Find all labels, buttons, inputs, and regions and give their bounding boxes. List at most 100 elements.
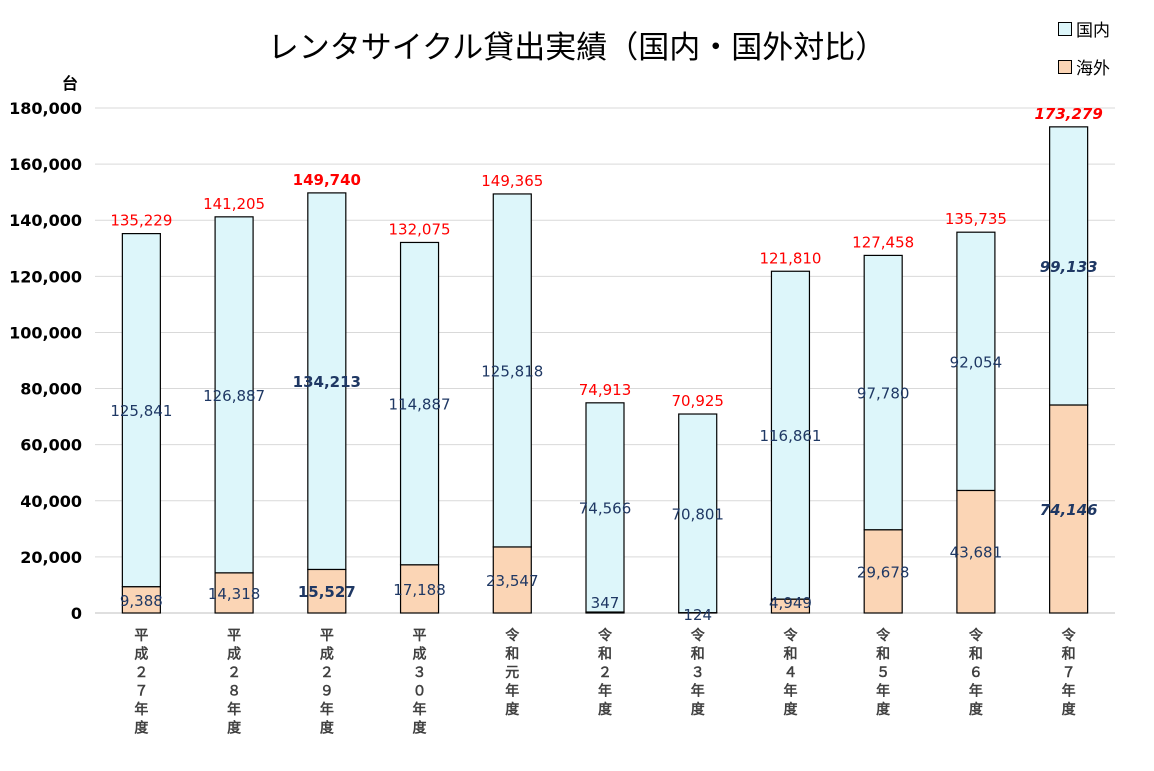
y-tick-label: 20,000: [20, 548, 82, 567]
segment-label-domestic: 97,780: [857, 385, 910, 403]
x-tick-label-char: 令: [597, 627, 613, 644]
x-tick-label-char: 平: [413, 628, 427, 644]
x-tick-label-char: 令: [690, 627, 706, 644]
x-tick-label-char: 度: [783, 701, 798, 718]
legend-swatch-domestic: [1058, 21, 1072, 36]
bar-segment-domestic: [678, 413, 718, 614]
legend-item-overseas: 海外: [1058, 54, 1110, 79]
bar-segment-domestic: [492, 193, 532, 548]
segment-label-domestic: 74,566: [579, 499, 632, 517]
x-tick-label-char: 度: [1062, 701, 1077, 718]
y-tick-label: 40,000: [20, 492, 82, 511]
x-tick-label-char: 成: [320, 646, 334, 663]
segment-label-overseas: 14,318: [208, 585, 261, 603]
total-label: 121,810: [759, 249, 821, 267]
y-axis-unit: 台: [62, 74, 79, 93]
y-tick-label: 120,000: [9, 267, 82, 286]
x-tick-label-char: 平: [227, 628, 241, 644]
segment-label-domestic: 92,054: [950, 353, 1003, 371]
x-tick-label-char: 平: [320, 628, 334, 644]
x-tick-label-char: 年: [1062, 683, 1076, 700]
bar-segment-overseas: [121, 586, 161, 614]
bar-segment-domestic: [307, 192, 347, 571]
x-tick-label-char: ９: [320, 684, 334, 700]
legend-item-domestic: 国内: [1058, 16, 1110, 41]
x-tick-label-char: ２: [134, 665, 148, 681]
segment-label-domestic: 70,801: [671, 505, 724, 523]
x-tick-label-char: 年: [876, 683, 890, 700]
x-tick-label-char: 元: [505, 665, 519, 681]
x-tick-label-char: 和: [505, 647, 519, 663]
x-tick-label-char: 年: [505, 683, 519, 700]
x-tick-label-char: 年: [783, 683, 797, 700]
y-tick-label: 60,000: [20, 436, 82, 455]
segment-label-overseas: 17,188: [393, 581, 446, 599]
y-tick-label: 160,000: [9, 155, 82, 174]
bar-segment-overseas: [1049, 404, 1089, 614]
segment-label-overseas: 74,146: [1040, 501, 1098, 519]
segment-label-domestic: 125,818: [481, 362, 543, 380]
bar-segment-domestic: [770, 270, 811, 600]
bar-segment-domestic: [585, 402, 625, 613]
bar-segment-overseas: [492, 546, 532, 614]
total-label: 173,279: [1034, 105, 1102, 123]
segment-label-overseas: 23,547: [486, 572, 539, 590]
x-tick-label-char: ３: [413, 665, 427, 681]
x-tick-label-char: 度: [876, 701, 891, 718]
bar-segment-domestic: [863, 254, 903, 531]
x-tick-label-char: 度: [134, 720, 149, 737]
legend-swatch-overseas: [1058, 59, 1072, 74]
segment-label-overseas: 29,678: [857, 563, 910, 581]
x-tick-label-char: ８: [227, 684, 241, 700]
x-tick-label-char: 和: [783, 647, 797, 663]
x-tick-label-char: 年: [320, 701, 334, 718]
total-label: 149,740: [293, 171, 361, 189]
x-tick-label-char: 度: [598, 701, 613, 718]
x-tick-label-char: ７: [134, 684, 148, 700]
total-label: 135,229: [110, 212, 172, 230]
x-tick-label-char: 成: [413, 646, 427, 663]
segment-label-overseas: 347: [591, 594, 620, 612]
x-tick-label-char: ２: [227, 665, 241, 681]
segment-label-domestic: 116,861: [759, 427, 821, 445]
bar-segment-domestic: [399, 241, 440, 566]
bar-segment-domestic: [1049, 126, 1089, 406]
x-tick-label-char: 年: [227, 701, 241, 718]
bar-segment-overseas: [399, 564, 440, 614]
legend-label-overseas: 海外: [1076, 59, 1110, 79]
x-tick-label-char: 成: [134, 646, 148, 663]
x-tick-label-char: ７: [1062, 665, 1076, 681]
segment-label-overseas: 4,949: [769, 594, 812, 612]
x-tick-label-char: 令: [782, 627, 798, 644]
bar-segment-overseas: [956, 489, 996, 614]
segment-label-domestic: 114,887: [389, 396, 451, 414]
x-tick-label-char: ３: [691, 665, 705, 681]
y-tick-label: 0: [71, 604, 82, 623]
x-tick-label-char: ６: [969, 665, 983, 681]
total-label: 135,735: [945, 210, 1007, 228]
total-label: 141,205: [203, 195, 265, 213]
total-label: 70,925: [671, 392, 724, 410]
x-tick-label-char: ０: [413, 684, 427, 700]
x-tick-label-char: 度: [227, 720, 242, 737]
x-tick-label-char: ５: [876, 665, 890, 681]
bar-segment-domestic: [956, 231, 996, 492]
total-label: 132,075: [389, 220, 451, 238]
x-tick-label-char: 和: [598, 647, 612, 663]
x-tick-label-char: 令: [504, 627, 520, 644]
x-tick-label-char: 年: [413, 701, 427, 718]
x-tick-label-char: 年: [691, 683, 705, 700]
bar-segment-domestic: [121, 233, 161, 588]
segment-label-domestic: 125,841: [110, 402, 172, 420]
x-tick-label-char: 令: [968, 627, 984, 644]
x-tick-label-char: 和: [969, 647, 983, 663]
x-tick-label-char: ４: [783, 665, 797, 681]
chart-title: レンタサイクル貸出実績（国内・国外対比）: [267, 30, 887, 66]
x-tick-label-char: 和: [1062, 647, 1076, 663]
bar-segment-overseas: [863, 529, 903, 614]
x-tick-label-char: 年: [598, 683, 612, 700]
x-tick-label-char: 平: [134, 628, 148, 644]
y-tick-label: 140,000: [9, 211, 82, 230]
x-tick-label-char: 度: [505, 701, 520, 718]
